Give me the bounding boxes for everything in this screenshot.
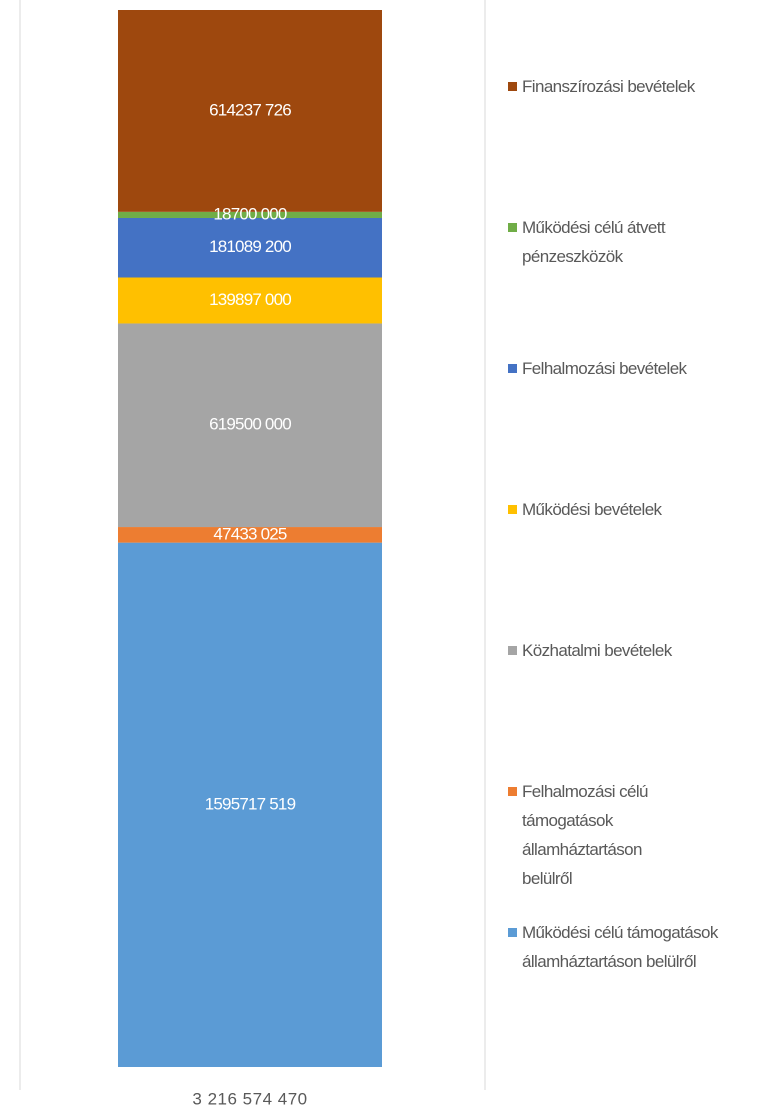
data-label: 139897 000 [209,290,291,309]
bar-segment [118,277,382,324]
legend-label: Működési bevételek [522,500,662,519]
legend-entry: Működési célú átvett pénzeszközök [508,213,758,271]
legend-swatch [508,505,517,514]
legend-swatch [508,223,517,232]
legend-entry: Finanszírozási bevételek [508,72,758,101]
data-label: 47433 025 [213,524,287,543]
bar-segment [118,527,382,543]
bar-segment [118,217,382,278]
data-label: 1595717 519 [205,794,296,813]
legend-entry: Felhalmozási célú támogatások államházta… [508,777,758,893]
legend-entry: Közhatalmi bevételek [508,636,758,665]
legend-entry: Működési bevételek [508,495,758,524]
legend-label: Közhatalmi bevételek [522,641,672,660]
bar-segment [118,10,382,212]
legend-label: Működési célú támogatások államháztartás… [522,923,718,971]
legend-swatch [508,82,517,91]
legend-swatch [508,928,517,937]
legend-label: Finanszírozási bevételek [522,77,695,96]
legend-label: Felhalmozási bevételek [522,359,687,378]
bar-segment [118,542,382,1067]
bar-segment [118,323,382,528]
bar-segment [118,211,382,218]
legend-swatch [508,646,517,655]
legend-entry: Működési célú támogatások államháztartás… [508,918,758,976]
data-label: 614237 726 [209,100,291,119]
legend-entry: Felhalmozási bevételek [508,354,758,383]
legend-label: Felhalmozási célú támogatások államházta… [522,782,648,888]
x-tick-label: 3 216 574 470 [192,1089,307,1108]
data-label: 18700 000 [213,204,287,223]
data-label: 181089 200 [209,237,291,256]
legend-swatch [508,364,517,373]
legend-label: Működési célú átvett pénzeszközök [522,218,666,266]
legend-swatch [508,787,517,796]
data-label: 619500 000 [209,415,291,434]
